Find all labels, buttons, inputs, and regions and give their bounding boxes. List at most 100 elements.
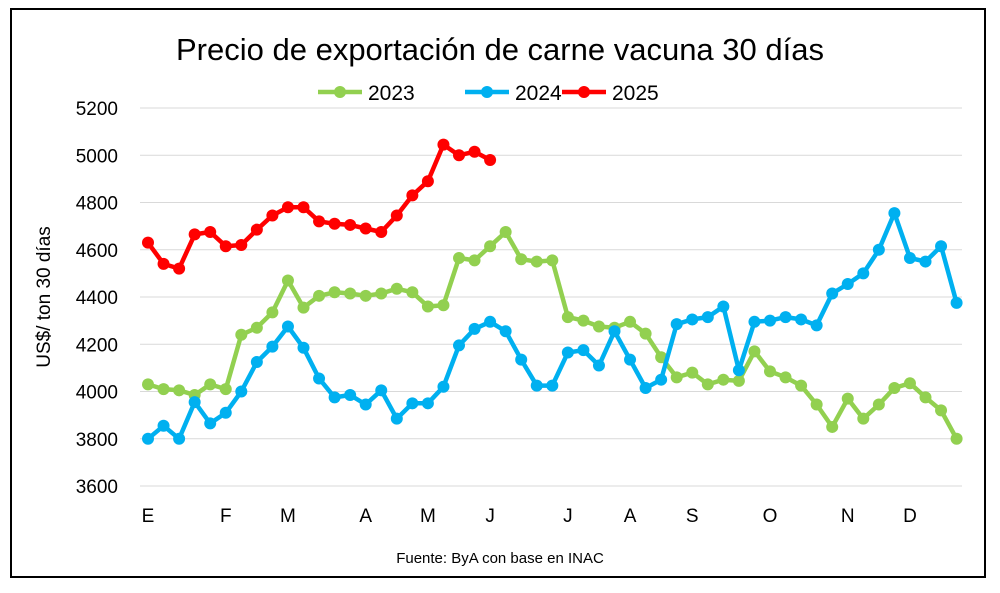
data-point (670, 371, 683, 384)
data-point (795, 379, 808, 392)
data-point (437, 299, 450, 312)
legend-marker (334, 86, 346, 98)
data-point (499, 226, 512, 239)
y-tick-label: 4600 (76, 241, 118, 262)
data-point (142, 378, 154, 391)
data-point (313, 289, 326, 302)
data-point (328, 217, 341, 230)
data-point (297, 201, 310, 214)
data-point (950, 296, 963, 309)
y-axis-ticks: 3600 3800 4000 4200 4400 4600 4800 5000 5200 (76, 99, 118, 498)
data-point (468, 145, 481, 158)
y-tick-label: 4200 (76, 335, 118, 356)
data-point (639, 327, 652, 340)
x-tick-label: D (903, 506, 917, 527)
data-point (935, 240, 948, 253)
y-tick-label: 5000 (76, 146, 118, 167)
data-point (810, 319, 823, 332)
data-point (157, 257, 170, 270)
data-point (592, 320, 605, 333)
data-point (888, 381, 901, 394)
series-2023 (142, 226, 963, 445)
data-point (468, 254, 481, 267)
data-point (872, 398, 885, 411)
data-point (826, 420, 839, 433)
data-point (546, 254, 559, 267)
data-point (421, 300, 434, 313)
data-point (624, 353, 637, 366)
data-point (717, 300, 730, 313)
y-axis-label: US$/ ton 30 días (34, 226, 55, 368)
data-point (359, 289, 372, 302)
x-tick-label: A (624, 506, 637, 527)
x-tick-label: M (420, 506, 436, 527)
data-point (250, 355, 263, 368)
data-point (235, 385, 248, 398)
data-point (235, 239, 248, 252)
data-point (235, 328, 248, 341)
data-point (421, 397, 434, 410)
data-point (655, 373, 668, 386)
data-point (686, 366, 699, 379)
data-point (344, 389, 357, 402)
data-point (453, 339, 465, 352)
data-point (484, 315, 497, 328)
x-tick-label: F (220, 506, 232, 527)
data-point (173, 432, 186, 445)
data-point (670, 318, 683, 331)
data-point (950, 432, 963, 445)
x-tick-label: J (485, 506, 495, 527)
chart-title: Precio de exportación de carne vacuna 30… (176, 32, 824, 67)
data-point (764, 314, 776, 327)
gridlines (140, 107, 962, 487)
data-point (375, 226, 388, 239)
data-point (655, 351, 668, 364)
data-point (935, 404, 948, 417)
data-point (142, 432, 154, 445)
data-point (188, 228, 201, 241)
data-point (375, 287, 388, 300)
data-point (515, 353, 528, 366)
legend-label: 2024 (515, 82, 562, 105)
x-tick-label: A (359, 506, 372, 527)
data-point (577, 314, 590, 327)
data-point (686, 313, 699, 326)
y-tick-label: 4400 (76, 288, 118, 309)
data-point (701, 311, 714, 324)
data-point (313, 215, 326, 228)
data-point (530, 379, 543, 392)
data-point (732, 364, 745, 377)
chart-frame (10, 8, 986, 578)
data-point (903, 377, 916, 390)
data-point (701, 378, 714, 391)
source-note: Fuente: ByA con base en INAC (396, 550, 604, 567)
data-point (281, 201, 294, 214)
data-point (204, 378, 217, 391)
data-point (406, 286, 419, 299)
legend-label: 2023 (368, 82, 415, 105)
legend-label: 2025 (612, 82, 659, 105)
data-point (453, 252, 465, 265)
data-point (484, 240, 497, 253)
x-tick-label: S (686, 506, 699, 527)
data-point (328, 391, 341, 404)
x-tick-label: J (563, 506, 573, 527)
legend-marker (578, 86, 590, 98)
data-point (297, 341, 310, 354)
data-point (157, 383, 170, 396)
y-tick-label: 5200 (76, 99, 118, 120)
data-point (499, 325, 512, 338)
data-point (841, 278, 854, 291)
data-point (359, 398, 372, 411)
data-point (375, 384, 388, 397)
data-point (142, 236, 154, 249)
y-tick-label: 3600 (76, 477, 118, 498)
data-point (561, 346, 574, 359)
data-point (204, 417, 217, 430)
series-2024 (142, 207, 963, 445)
data-point (857, 267, 870, 280)
data-point (297, 301, 310, 314)
data-point (390, 282, 403, 295)
data-point (281, 274, 294, 287)
